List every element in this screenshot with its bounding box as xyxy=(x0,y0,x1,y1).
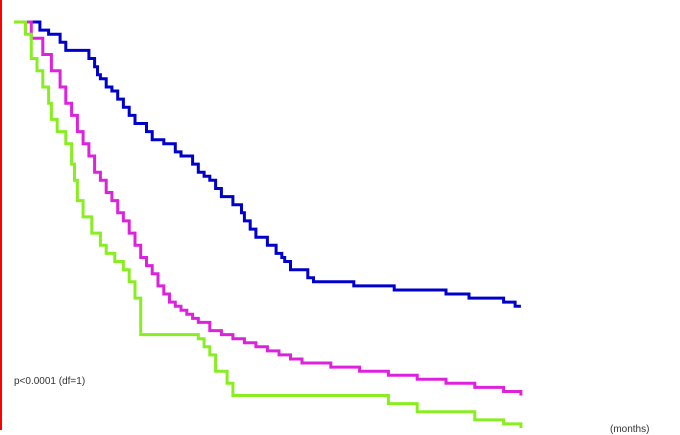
series-layer xyxy=(14,20,523,428)
survival-curve-1 xyxy=(14,20,521,308)
p-value-annotation: p<0.0001 (df=1) xyxy=(14,376,86,387)
survival-curve-3 xyxy=(14,20,523,428)
survival-curve-2 xyxy=(14,20,523,396)
